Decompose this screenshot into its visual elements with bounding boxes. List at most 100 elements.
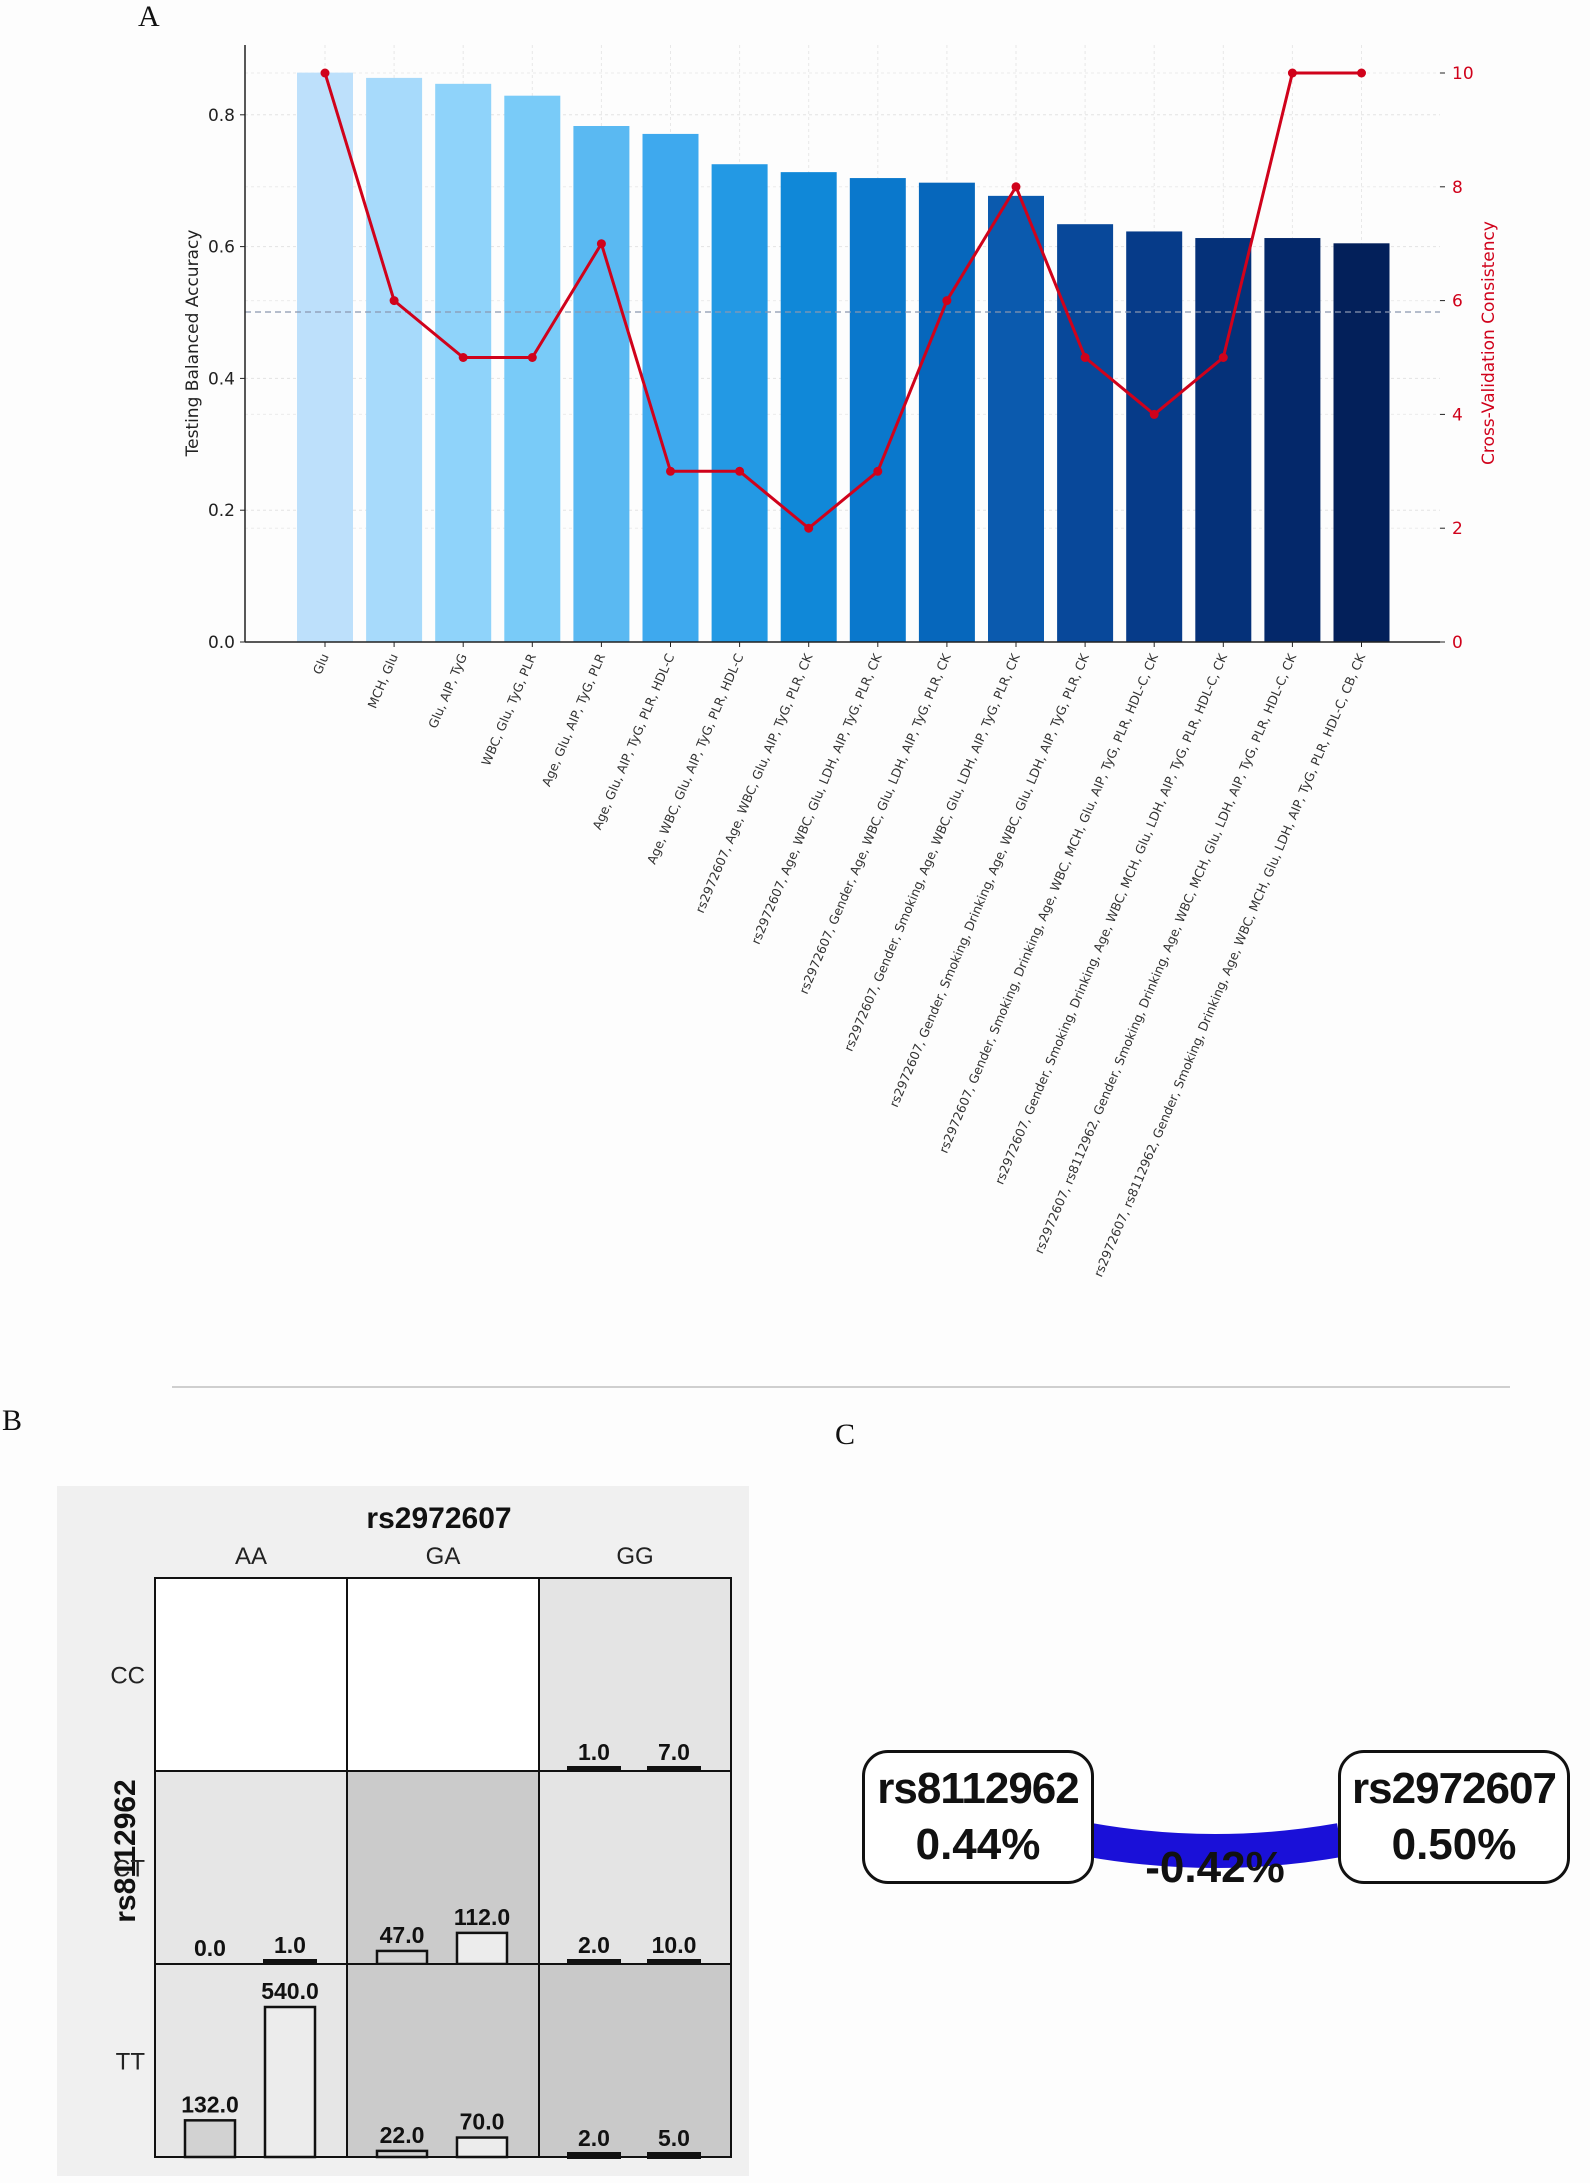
bars — [297, 72, 1390, 643]
x-tick-label: rs2972607, rs8112962, Gender, Smoking, D… — [1031, 651, 1299, 1256]
balanced-accuracy-chart: 0.0 0.2 0.4 0.6 0.8 0 2 4 6 8 10 Glu MCH, Glu Glu, … — [183, 45, 1499, 1279]
node-name: rs2972607 — [1352, 1764, 1557, 1813]
bar — [780, 172, 837, 642]
svg-text:10: 10 — [1452, 64, 1474, 84]
bar — [711, 164, 768, 642]
node-value: 0.50% — [1391, 1820, 1517, 1869]
data-point — [1149, 409, 1159, 419]
x-tick-label: MCH, Glu — [364, 651, 400, 710]
svg-text:2: 2 — [1452, 519, 1463, 539]
count-label: 10.0 — [652, 1932, 697, 1958]
node-rs8112962: rs8112962 0.44% — [862, 1750, 1094, 1884]
data-point — [666, 466, 675, 476]
count-label: 22.0 — [380, 2122, 425, 2148]
grid-cell: 2.0 10.0 — [538, 1770, 732, 1966]
count-label: 5.0 — [658, 2125, 690, 2151]
bar — [1333, 243, 1390, 642]
row-variable-title: rs8112962 — [109, 1779, 142, 1923]
grid-cell — [154, 1577, 348, 1772]
data-point — [389, 296, 399, 306]
bar — [1057, 224, 1114, 642]
interaction-graph: -0.42% rs8112962 0.44% rs2972607 0.50% — [840, 1400, 1590, 1920]
data-point — [804, 523, 814, 533]
data-point — [458, 353, 468, 362]
grid-cell: 2.0 5.0 — [538, 1963, 732, 2159]
count-label: 2.0 — [578, 2125, 610, 2151]
row-label: TT — [116, 2049, 146, 2076]
node-value: 0.44% — [915, 1820, 1041, 1869]
count-label: 1.0 — [578, 1739, 610, 1765]
x-tick-label: Age, Glu, AIP, TyG, PLR — [539, 651, 609, 789]
grid-cell — [346, 1577, 540, 1772]
node-rs2972607: rs2972607 0.50% — [1338, 1750, 1570, 1884]
bar — [297, 72, 353, 642]
svg-text:0.6: 0.6 — [208, 238, 235, 258]
bar — [435, 83, 492, 642]
bar — [1195, 238, 1252, 642]
edge-value: -0.42% — [1145, 1843, 1284, 1892]
svg-text:0.0: 0.0 — [208, 633, 235, 653]
data-point — [873, 466, 883, 476]
bar — [366, 77, 423, 642]
data-point — [596, 239, 606, 249]
count-label: 540.0 — [261, 1978, 319, 2004]
bar — [988, 195, 1044, 642]
bar — [642, 133, 699, 642]
x-tick-label: rs2972607, Gender, Smoking, Drinking, Ag… — [992, 651, 1231, 1187]
node-name: rs8112962 — [877, 1764, 1079, 1813]
data-point — [735, 466, 745, 476]
genotype-grid-svg: rs2972607 rs8112962 AA GA GG CC CT TT 1.0 7.0 0.… — [109, 1502, 732, 2159]
count-label: 47.0 — [380, 1922, 425, 1948]
count-label: 112.0 — [454, 1904, 510, 1930]
data-point — [1011, 182, 1021, 192]
svg-text:4: 4 — [1452, 405, 1463, 425]
grid-cell: 22.0 70.0 — [346, 1963, 540, 2159]
svg-text:8: 8 — [1452, 178, 1463, 198]
row-label: CT — [113, 1856, 145, 1883]
data-point — [527, 353, 537, 362]
column-label: GG — [616, 1543, 653, 1570]
x-tick-label: rs2972607, rs8112962, Gender, Smoking, D… — [1090, 651, 1368, 1279]
data-point — [1218, 353, 1228, 362]
bar — [1264, 238, 1321, 642]
svg-text:0: 0 — [1452, 633, 1463, 653]
count-label: 0.0 — [194, 1935, 226, 1961]
column-label: AA — [235, 1543, 267, 1570]
data-point — [320, 68, 330, 78]
count-label: 2.0 — [578, 1932, 610, 1958]
data-point — [942, 296, 952, 306]
grid-cell: 1.0 7.0 — [538, 1577, 732, 1773]
y2-tick-labels: 0 2 4 6 8 10 — [1440, 64, 1474, 653]
consistency-line — [320, 68, 1366, 533]
panel-a-label: A — [138, 0, 160, 33]
grid-cell: 0.0 1.0 — [154, 1770, 348, 1966]
x-tick-label: Glu, AIP, TyG — [425, 651, 470, 730]
x-tick-label: Age, Glu, AIP, TyG, PLR, HDL-C — [589, 651, 677, 832]
bar — [849, 178, 906, 642]
svg-text:0.8: 0.8 — [208, 106, 235, 126]
x-tick-label: Glu — [310, 651, 332, 676]
grid-cell: 132.0 540.0 — [154, 1963, 348, 2159]
svg-text:0.2: 0.2 — [208, 501, 235, 521]
y-tick-labels: 0.0 0.2 0.4 0.6 0.8 — [208, 106, 245, 653]
x-tick-label: rs2972607, Age, WBC, Glu, AIP, TyG, PLR,… — [692, 651, 816, 916]
row-label: CC — [110, 1663, 145, 1690]
data-point — [1357, 68, 1366, 78]
data-point — [1080, 353, 1090, 362]
bar — [1126, 231, 1183, 642]
genotype-interaction-grid: rs2972607 rs8112962 AA GA GG CC CT TT 1.0 7.0 0.… — [57, 1486, 749, 2176]
grid — [245, 45, 1440, 642]
column-label: GA — [426, 1543, 461, 1570]
axes — [244, 45, 1440, 643]
x-tick-labels: Glu MCH, Glu Glu, AIP, TyG WBC, Glu, TyG, P… — [310, 642, 1369, 1279]
svg-text:0.4: 0.4 — [208, 369, 235, 389]
count-label: 7.0 — [658, 1739, 690, 1765]
column-variable-title: rs2972607 — [366, 1502, 511, 1535]
y2-axis-title: Cross-Validation Consistency — [1479, 221, 1499, 465]
bar — [573, 126, 630, 643]
x-tick-label: rs2972607, Gender, Age, WBC, Glu, LDH, A… — [796, 651, 954, 997]
interaction-edge — [1087, 1823, 1343, 1868]
panel-divider — [172, 1386, 1510, 1388]
bar — [504, 95, 561, 642]
y-axis-title: Testing Balanced Accuracy — [183, 230, 203, 458]
